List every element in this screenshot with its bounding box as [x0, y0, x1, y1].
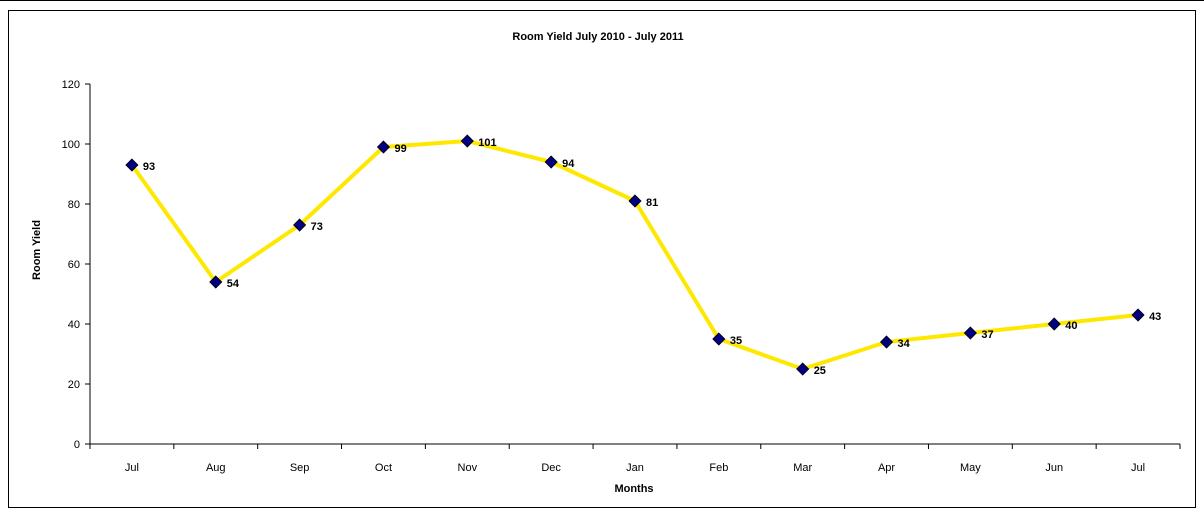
x-tick-label: Mar: [793, 462, 812, 474]
x-tick-label: Aug: [206, 462, 226, 474]
x-tick-label: Oct: [375, 462, 392, 474]
x-tick-label: Jul: [125, 462, 139, 474]
y-axis-title: Room Yield: [31, 220, 43, 280]
x-tick-label: Sep: [290, 462, 310, 474]
x-tick-label: Feb: [709, 462, 728, 474]
data-point-marker: [460, 134, 474, 148]
data-point-marker: [376, 140, 391, 154]
plot-group: 93 54 73 99 101 94 81 35 25 34 37 40 43: [125, 134, 1161, 377]
x-tick-label: Jul: [1131, 462, 1145, 474]
y-tick-label: 20: [68, 379, 80, 391]
x-tick-label: May: [960, 462, 981, 474]
data-point-marker: [1047, 317, 1061, 331]
x-tick-label: Nov: [458, 462, 478, 474]
data-label: 54: [227, 278, 240, 290]
data-label: 40: [1065, 320, 1077, 332]
y-tick-label: 120: [62, 79, 80, 91]
x-axis-title: Months: [614, 483, 653, 495]
data-label: 35: [730, 335, 742, 347]
y-tick-label: 100: [62, 139, 80, 151]
x-tick-label: Jan: [626, 462, 644, 474]
data-point-marker: [209, 275, 223, 289]
y-tick-label: 40: [68, 319, 80, 331]
data-label: 94: [562, 158, 575, 170]
data-label: 101: [478, 137, 496, 149]
x-tick-label: Jun: [1045, 462, 1063, 474]
chart-title: Room Yield July 2010 - July 2011: [512, 31, 683, 43]
data-label: 99: [394, 143, 406, 155]
y-tick-label: 60: [68, 259, 80, 271]
top-border-line: [0, 0, 1204, 1]
data-point-marker: [796, 362, 810, 376]
axes-group: 0 20 40 60 80 100 120 Jul Aug Sep Oct Nov Dec Jan Feb M…: [62, 79, 1181, 474]
data-label: 25: [814, 365, 826, 377]
data-point-marker: [712, 332, 726, 346]
x-tick-label: Apr: [878, 462, 895, 474]
data-label: 34: [898, 338, 911, 350]
data-point-marker: [628, 194, 642, 208]
x-tick-label: Dec: [541, 462, 561, 474]
data-label: 43: [1149, 311, 1161, 323]
data-point-marker: [1131, 308, 1145, 322]
data-label: 73: [311, 221, 323, 233]
data-point-marker: [125, 158, 139, 172]
data-label: 93: [143, 161, 155, 173]
data-label: 37: [981, 329, 993, 341]
data-point-marker: [293, 218, 307, 232]
data-point-marker: [879, 335, 894, 349]
y-tick-label: 80: [68, 199, 80, 211]
data-point-marker: [963, 326, 977, 340]
chart-frame: [8, 10, 1196, 508]
data-point-marker: [544, 155, 558, 169]
y-tick-label: 0: [74, 439, 80, 451]
data-label: 81: [646, 197, 658, 209]
